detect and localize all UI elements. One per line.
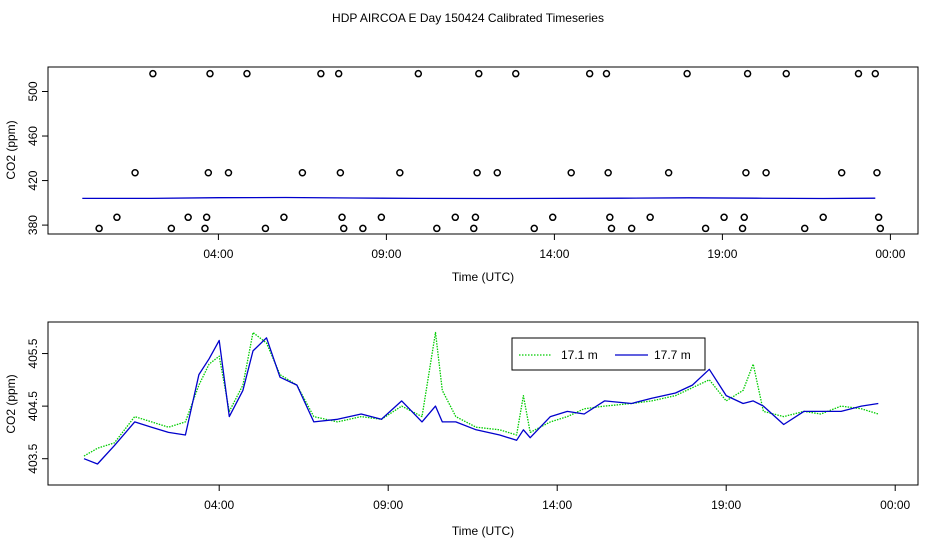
data-point-marker <box>317 69 325 78</box>
y-axis-label: CO2 (ppm) <box>4 120 18 179</box>
legend: 17.1 m 17.7 m <box>511 337 706 371</box>
x-tick-label: 09:00 <box>371 247 401 261</box>
data-point-marker <box>567 169 575 177</box>
x-tick-label: 09:00 <box>373 498 403 512</box>
data-point-marker <box>740 213 748 222</box>
data-point-marker <box>607 224 616 233</box>
data-point-marker <box>854 69 863 78</box>
data-point-marker <box>336 169 345 177</box>
legend-box <box>511 337 706 371</box>
data-point-marker <box>184 213 192 222</box>
data-point-marker <box>837 169 846 177</box>
data-point-marker <box>604 169 612 177</box>
data-point-marker <box>414 69 423 78</box>
plot-frame <box>47 321 919 486</box>
chart-title: HDP AIRCOA E Day 150424 Calibrated Times… <box>332 11 604 25</box>
mark-group <box>82 69 885 233</box>
x-tick-label: 19:00 <box>711 498 741 512</box>
data-point-marker <box>224 169 233 177</box>
series-line-17-1-m <box>83 331 879 457</box>
y-tick-label: 460 <box>26 126 40 146</box>
data-point-marker <box>204 169 213 177</box>
data-point-marker <box>243 69 251 78</box>
data-point-marker <box>530 224 538 233</box>
plot-frame <box>47 66 919 235</box>
data-point-marker <box>471 213 480 222</box>
data-point-marker <box>664 169 673 177</box>
x-axis-label: Time (UTC) <box>452 270 514 284</box>
data-point-marker <box>451 213 460 222</box>
y-tick-label: 405.5 <box>26 338 40 368</box>
x-tick-label: 04:00 <box>204 498 234 512</box>
data-point-marker <box>95 224 103 233</box>
data-point-marker <box>512 69 520 78</box>
y-axis-label: CO2 (ppm) <box>4 374 18 433</box>
data-point-marker <box>201 224 209 233</box>
data-point-marker <box>873 169 881 177</box>
data-point-marker <box>475 69 483 78</box>
data-point-marker <box>871 69 880 78</box>
series-line-17-7-m <box>83 337 879 465</box>
data-point-marker <box>646 213 654 222</box>
data-point-marker <box>606 213 614 222</box>
data-point-marker <box>701 224 710 233</box>
x-tick-label: 00:00 <box>875 247 905 261</box>
data-point-marker <box>742 169 750 177</box>
data-point-marker <box>473 169 481 177</box>
data-point-marker <box>762 169 770 177</box>
data-point-marker <box>683 69 691 78</box>
data-point-marker <box>720 213 728 222</box>
series-line-series-0 <box>82 196 876 200</box>
x-axis-label: Time (UTC) <box>452 524 514 538</box>
y-tick-label: 404.5 <box>26 391 40 421</box>
tick-group: 04:00 09:00 14:00 19:00 00:00 380 420 460 500 <box>26 81 906 261</box>
x-tick-label: 00:00 <box>880 498 910 512</box>
x-tick-label: 14:00 <box>542 498 572 512</box>
legend-label-17-1m: 17.1 m <box>561 348 598 362</box>
x-tick-label: 19:00 <box>707 247 737 261</box>
data-point-marker <box>113 213 121 222</box>
data-point-marker <box>876 224 885 233</box>
x-tick-label: 04:00 <box>203 247 233 261</box>
data-point-marker <box>627 224 636 233</box>
y-tick-label: 500 <box>26 81 40 101</box>
data-point-marker <box>206 69 214 78</box>
data-point-marker <box>602 69 611 78</box>
tick-group: 04:00 09:00 14:00 19:00 00:00 403.5 404.5 405.5 <box>26 338 911 512</box>
data-point-marker <box>743 69 752 78</box>
data-point-marker <box>298 169 307 177</box>
data-point-marker <box>548 213 557 222</box>
data-point-marker <box>738 224 747 233</box>
data-point-marker <box>339 224 348 233</box>
y-tick-label: 403.5 <box>26 443 40 473</box>
y-tick-label: 380 <box>26 215 40 235</box>
data-point-marker <box>202 213 211 222</box>
data-point-marker <box>359 224 367 233</box>
data-point-marker <box>800 224 809 233</box>
scatter-panel: 04:00 09:00 14:00 19:00 00:00 380 420 460 500 Ti… <box>4 66 919 284</box>
data-point-marker <box>782 69 790 78</box>
data-point-marker <box>470 224 478 233</box>
y-tick-label: 420 <box>26 170 40 190</box>
data-point-marker <box>585 69 594 78</box>
data-point-marker <box>280 213 288 222</box>
line-panel: 04:00 09:00 14:00 19:00 00:00 403.5 404.5 405.5… <box>4 321 919 538</box>
data-point-marker <box>819 213 827 222</box>
data-point-marker <box>334 69 343 78</box>
data-point-marker <box>338 213 346 222</box>
data-point-marker <box>396 169 404 177</box>
data-point-marker <box>433 224 441 233</box>
legend-label-17-7m: 17.7 m <box>654 348 691 362</box>
data-point-marker <box>261 224 270 233</box>
data-point-marker <box>493 169 502 177</box>
mark-group <box>83 331 879 465</box>
x-tick-label: 14:00 <box>539 247 569 261</box>
data-point-marker <box>131 169 139 177</box>
data-point-marker <box>874 213 883 222</box>
data-point-marker <box>167 224 176 233</box>
data-point-marker <box>377 213 386 222</box>
data-point-marker <box>149 69 157 78</box>
